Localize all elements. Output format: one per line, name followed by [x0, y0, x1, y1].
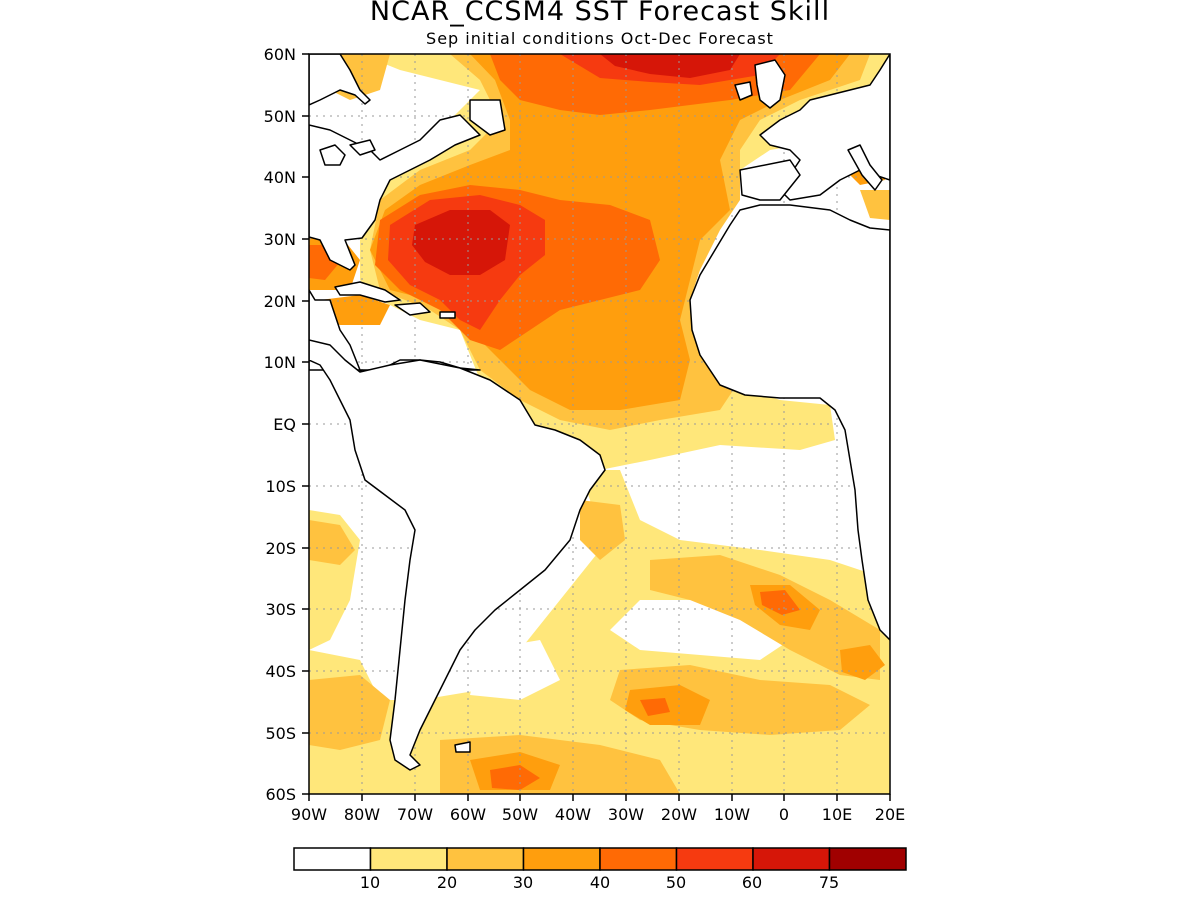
legend-swatch	[446, 847, 525, 871]
legend-label: 60	[742, 873, 762, 892]
lon-label: 90W	[291, 805, 327, 824]
lat-label: 40N	[264, 168, 296, 187]
lon-label: 10E	[822, 805, 852, 824]
great-lakes	[319, 139, 376, 166]
legend-label: 20	[437, 873, 457, 892]
lat-label: 60N	[264, 45, 296, 64]
caribbean-islands	[334, 281, 456, 319]
lon-labels: 90W 80W 70W 60W 50W 40W 30W 20W 10W 0 10…	[291, 805, 905, 824]
legend-label: 30	[513, 873, 533, 892]
map-subtitle: Sep initial conditions Oct-Dec Forecast	[426, 29, 774, 48]
map-title: NCAR_CCSM4 SST Forecast Skill	[369, 0, 831, 27]
lon-label: 40W	[555, 805, 591, 824]
lat-label: 20S	[265, 539, 296, 558]
falklands	[454, 741, 471, 753]
lat-labels: 60N 50N 40N 30N 20N 10N EQ 10S 20S 30S 4…	[264, 45, 296, 804]
africa-land	[689, 204, 890, 641]
legend-swatch	[522, 847, 601, 871]
lon-label: 30W	[608, 805, 644, 824]
british-isles	[734, 59, 786, 109]
lon-label: 20E	[875, 805, 905, 824]
lon-label: 10W	[714, 805, 750, 824]
lat-label: 50N	[264, 107, 296, 126]
lon-label: 60W	[450, 805, 486, 824]
lon-label: 20W	[661, 805, 697, 824]
lat-label: 50S	[265, 724, 296, 743]
legend-swatch	[369, 847, 448, 871]
north-america-land	[309, 54, 481, 271]
lon-label: 70W	[397, 805, 433, 824]
lat-label: EQ	[273, 415, 296, 434]
legend-swatch	[293, 847, 372, 871]
legend-swatch	[752, 847, 831, 871]
lat-label: 10N	[264, 353, 296, 372]
legend-swatch	[675, 847, 754, 871]
italy	[847, 144, 883, 191]
legend-label: 10	[360, 873, 380, 892]
legend-label: 75	[819, 873, 839, 892]
lon-label: 50W	[502, 805, 538, 824]
legend-swatch	[828, 847, 907, 871]
lat-label: 20N	[264, 292, 296, 311]
axis-ticks	[302, 53, 891, 801]
legend-label: 40	[590, 873, 610, 892]
lat-label: 60S	[265, 785, 296, 804]
lat-label: 40S	[265, 662, 296, 681]
lat-label: 10S	[265, 477, 296, 496]
legend-label: 50	[666, 873, 686, 892]
lon-label: 80W	[344, 805, 380, 824]
lat-label: 30S	[265, 600, 296, 619]
legend-swatch	[599, 847, 678, 871]
south-america-land	[309, 339, 606, 771]
lon-label: 0	[779, 805, 789, 824]
iberia	[739, 159, 801, 201]
newfoundland	[469, 99, 506, 136]
lat-label: 30N	[264, 230, 296, 249]
coastlines	[309, 54, 890, 771]
color-legend: 10 20 30 40 50 60 75	[293, 847, 907, 892]
